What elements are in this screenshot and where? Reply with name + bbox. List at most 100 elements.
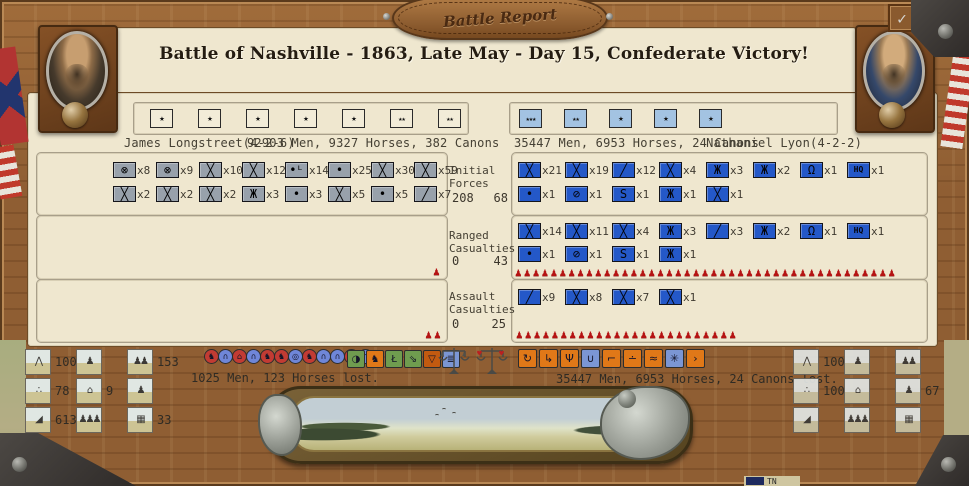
casualty-figure-icon: ♟ xyxy=(569,328,576,341)
casualty-figure-icon: ♟ xyxy=(621,266,629,279)
map-town-label: TN xyxy=(744,476,800,486)
casualty-figure-icon: ♟ xyxy=(577,266,584,279)
unit-count: x1 xyxy=(871,163,885,177)
event-icon: ≈ xyxy=(644,349,663,368)
left-commander-portrait xyxy=(46,31,108,111)
unit-count: x2 xyxy=(180,187,194,201)
leader-star-box: ★ xyxy=(198,109,221,128)
report-tile-fortification: ⌂ xyxy=(76,377,102,404)
casualty-figure-icon: ♟ xyxy=(515,266,522,279)
unit-counter: ╳ x5 xyxy=(328,186,371,202)
left-assault-casualty-figures: ♟ ♟ xyxy=(425,329,443,341)
unit-symbol-icon: ╳ xyxy=(612,223,635,239)
unit-count: x8 xyxy=(589,290,603,304)
unit-count: x19 xyxy=(589,163,609,177)
ranged-casualties-right-count: 43 xyxy=(493,254,508,268)
panorama-ornament-right xyxy=(600,386,690,460)
casualty-figure-icon: ♟ xyxy=(888,266,896,279)
unit-count: x8 xyxy=(137,163,151,177)
right-assault-icons-row: ╱ x9 ╳ x8 ╳ x7 ╳ x1 xyxy=(518,289,706,305)
casualty-figure-icon: ♟ xyxy=(622,328,630,341)
ranged-casualties-label: Ranged Casualties xyxy=(449,229,516,255)
unit-count: x3 xyxy=(309,187,323,201)
right-battle-modifier-icons: ↻ ↳ Ψ ∪ ⌐ ∸ ≈ ✳ › xyxy=(518,349,707,368)
casualty-figure-icon: ♟ xyxy=(879,266,887,279)
casualty-figure-icon: ♟ xyxy=(533,328,541,341)
unit-counter: ╳ x4 xyxy=(659,162,706,178)
initial-forces-label: Initial Forces xyxy=(449,164,496,190)
casualty-figure-icon: ♟ xyxy=(817,266,824,279)
tile-count: 33 xyxy=(157,412,172,427)
casualty-figure-icon: ♟ xyxy=(630,266,638,279)
unit-counter: ╳ x10 xyxy=(199,162,243,178)
unit-count: x12 xyxy=(636,163,656,177)
casualty-figure-icon: ♟ xyxy=(612,266,620,279)
report-tile-ammunition: ∴ xyxy=(25,377,51,404)
left-commander-name: James Longstreet(4-2-6) xyxy=(124,136,295,150)
unit-counter: •ᴸ x14 xyxy=(285,162,329,178)
unit-symbol-icon: • xyxy=(518,246,541,262)
report-tile-retreat: ♟ xyxy=(127,377,153,404)
unit-symbol-icon: ╳ xyxy=(328,186,351,202)
tile-count: 9 xyxy=(106,383,114,398)
casualty-figure-icon: ♟ xyxy=(746,266,753,279)
tile-count: 613 xyxy=(55,412,77,427)
left-report-tile-grid: ⋀ 100 ♟ ♟♟ 153 ∴ 78 ⌂ 9 ♟ ◢ 613 ♟♟♟ ▦ 33 xyxy=(25,347,179,434)
right-losses-text: 35447 Men, 6953 Horses, 24 Canons lost. xyxy=(556,372,838,386)
battle-report-banner: Battle Report xyxy=(392,0,608,40)
unit-counter: ╳ x14 xyxy=(518,223,565,239)
unit-count: x9 xyxy=(542,290,556,304)
event-icon: ◎ xyxy=(288,349,303,364)
unit-counter: • x25 xyxy=(328,162,372,178)
casualty-figure-icon: ♟ xyxy=(676,328,683,341)
unit-symbol-icon: Ж xyxy=(242,186,265,202)
report-tile-infantry: ♟ xyxy=(844,348,870,375)
unit-counter: ╱ x9 xyxy=(518,289,565,305)
casualty-figure-icon: ♟ xyxy=(711,328,719,341)
report-tile-ammunition: ∴ xyxy=(793,377,819,404)
right-force-stats: 35447 Men, 6953 Horses, 24 Canons xyxy=(514,136,760,150)
unit-symbol-icon: ╳ xyxy=(565,223,588,239)
casualty-figure-icon: ♟ xyxy=(603,266,611,279)
unit-count: x5 xyxy=(395,187,409,201)
panorama-ornament-left xyxy=(258,394,302,456)
casualty-figure-icon: ♟ xyxy=(613,328,621,341)
left-force-stats: 92903 Men, 9327 Horses, 382 Canons xyxy=(247,136,500,150)
report-tile-fortification: ⌂ xyxy=(844,377,870,404)
unit-count: x14 xyxy=(542,224,562,238)
unit-count: x1 xyxy=(683,187,697,201)
casualty-figure-icon: ♟ xyxy=(586,266,593,279)
unit-counter: ╱ x3 xyxy=(706,223,753,239)
tile-count: 100 xyxy=(823,354,845,369)
right-assault-casualties-panel: ╱ x9 ╳ x8 ╳ x7 ╳ x1 ♟ ♟ ♟ ♟ ♟ ♟ ♟ ♟ ♟ ♟ ♟ ♟ ♟ ♟ ♟ ♟ ♟ ♟ ♟ ♟ ♟ ♟ ♟ ♟ ♟ xyxy=(511,279,928,343)
unit-symbol-icon: ╳ xyxy=(659,289,682,305)
casualty-figure-icon: ♟ xyxy=(658,328,665,341)
tile-count: 100 xyxy=(55,354,77,369)
unit-count: x11 xyxy=(589,224,609,238)
casualty-figure-icon: ♟ xyxy=(524,328,532,341)
unit-count: x1 xyxy=(542,187,556,201)
casualty-figure-icon: ♟ xyxy=(728,266,735,279)
initial-forces-left-count: 208 xyxy=(452,191,474,205)
unit-counter: ╳ x12 xyxy=(242,162,286,178)
initial-forces-right-count: 68 xyxy=(493,191,508,205)
assault-casualties-left-count: 0 xyxy=(452,317,460,331)
leader-star-box: ★ xyxy=(609,109,632,128)
unit-symbol-icon: ╳ xyxy=(612,289,635,305)
assault-casualties-right-count: 25 xyxy=(491,317,506,331)
unit-symbol-icon: Ж xyxy=(659,186,682,202)
report-tile-wagon: ▦ xyxy=(895,406,921,433)
leader-star-box: ★★ xyxy=(390,109,413,128)
unit-counter: ╳ x1 xyxy=(706,186,753,202)
unit-symbol-icon: ╳ xyxy=(565,289,588,305)
unit-symbol-icon: ⊗ xyxy=(156,162,179,178)
unit-count: x21 xyxy=(542,163,562,177)
tile-count: 100 xyxy=(823,383,845,398)
unit-count: x1 xyxy=(636,247,650,261)
